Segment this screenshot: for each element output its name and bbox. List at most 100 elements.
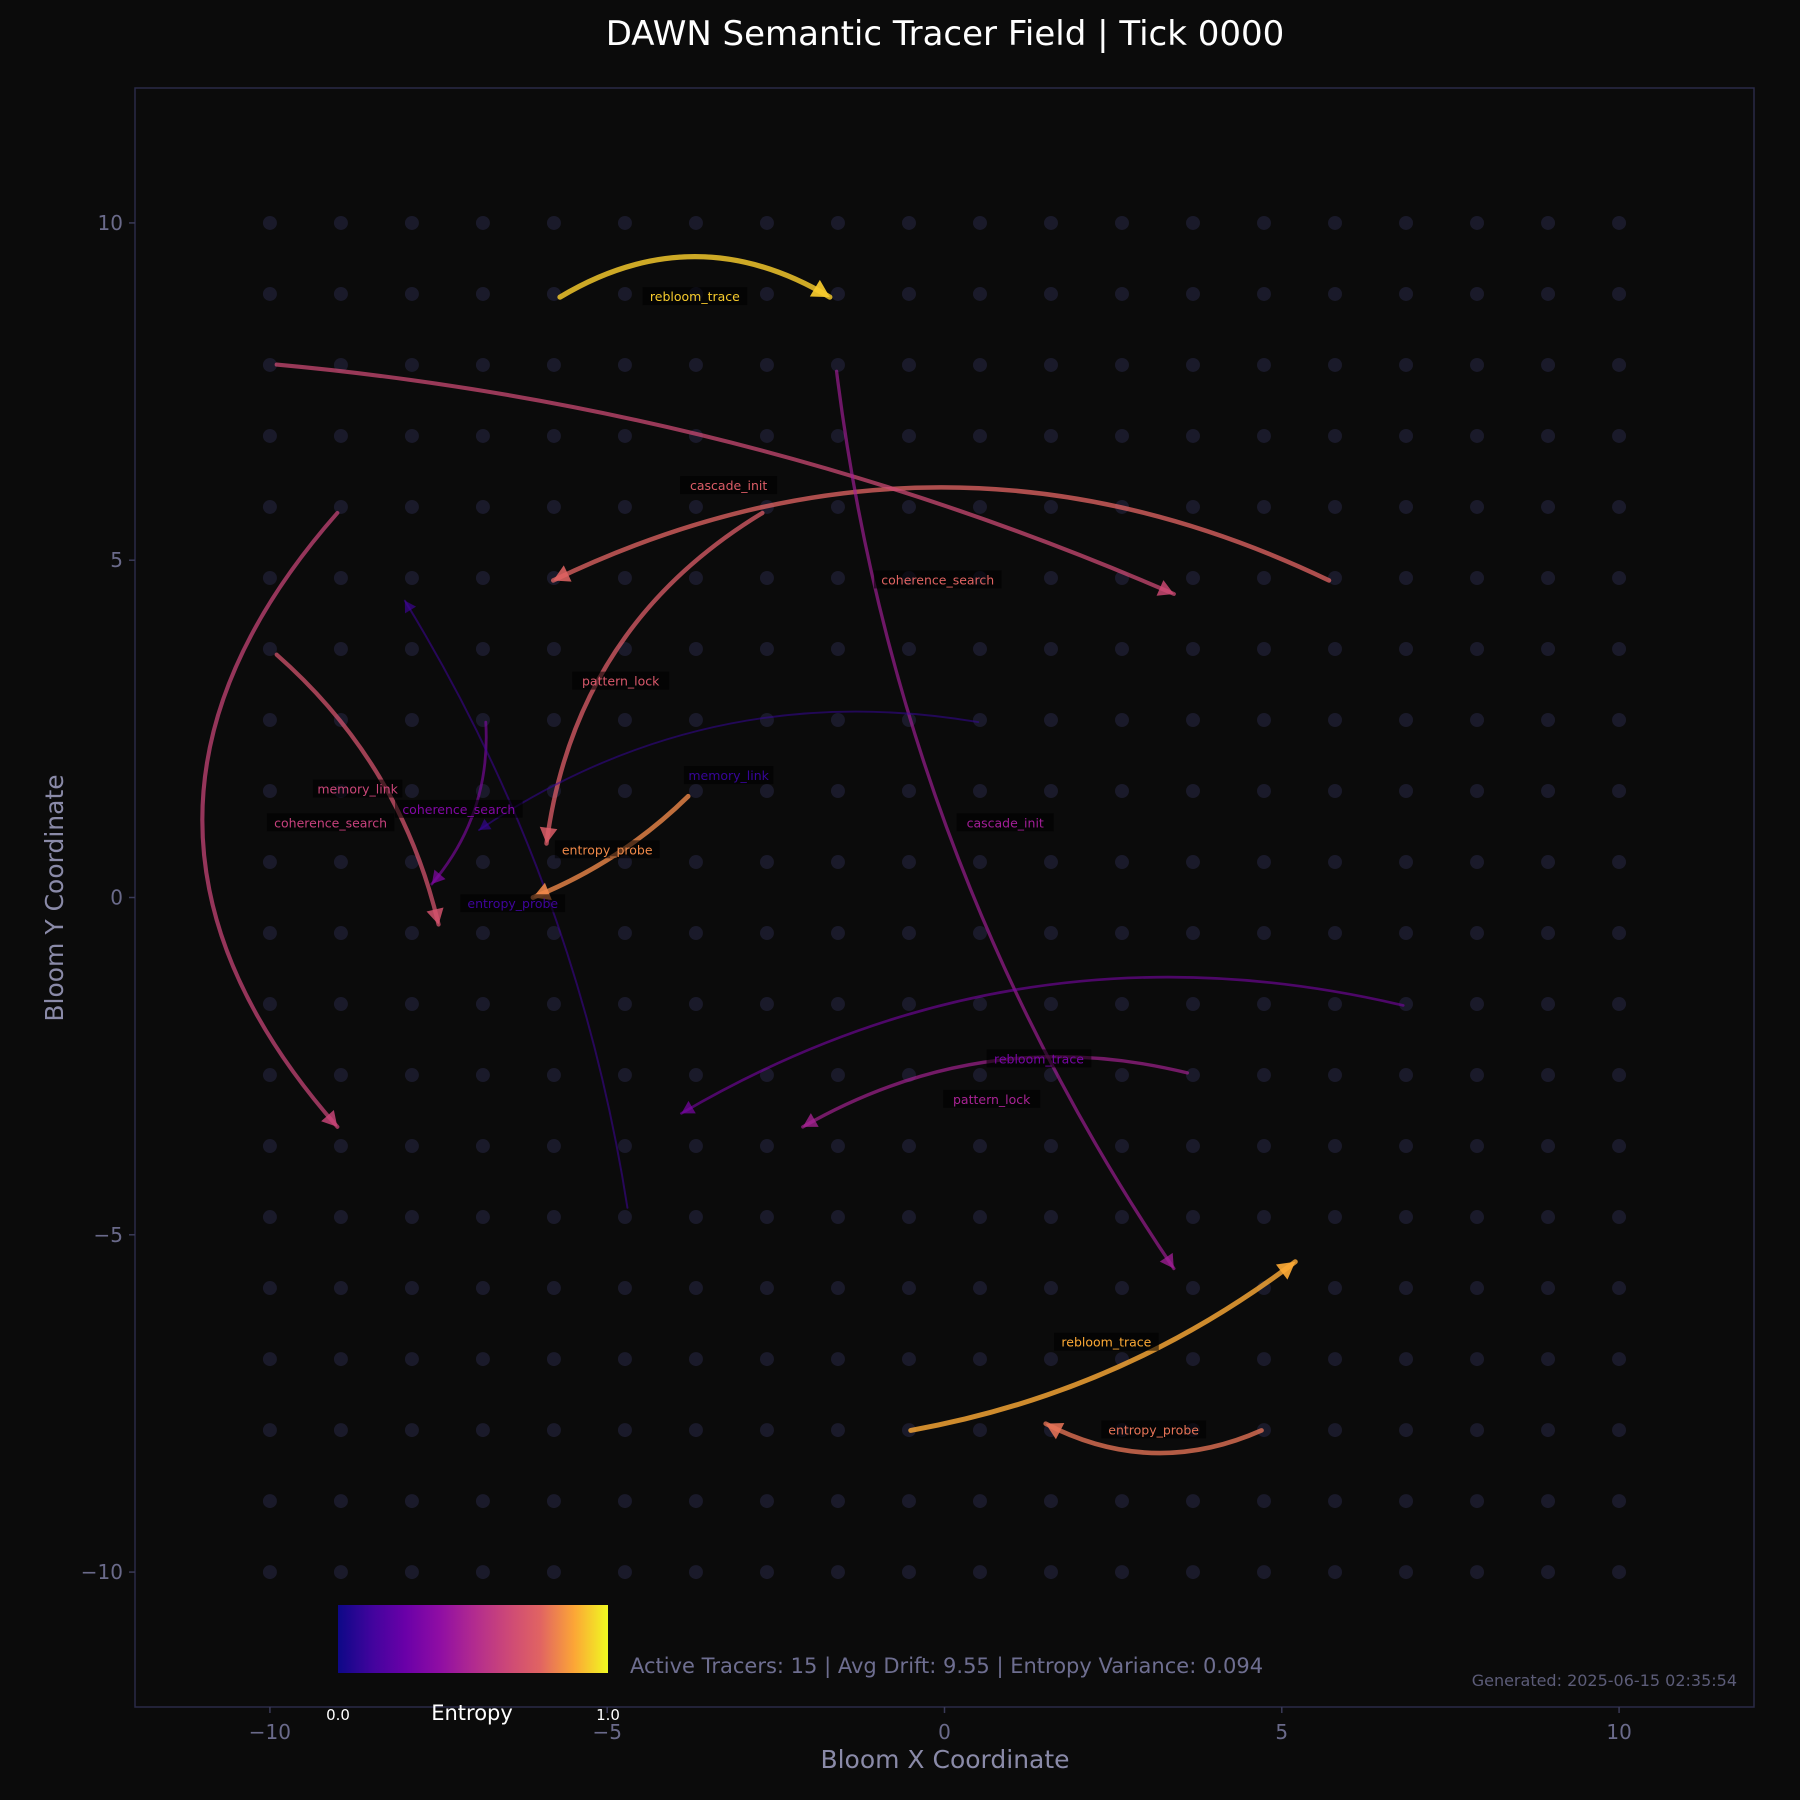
chart-title: DAWN Semantic Tracer Field | Tick 0000 (606, 14, 1285, 54)
tracer-arrowhead (802, 1113, 819, 1127)
grid-dot (333, 641, 348, 656)
grid-dot (1114, 997, 1129, 1012)
grid-dot (1257, 1068, 1272, 1083)
grid-dot (475, 1565, 490, 1580)
grid-dot (1186, 215, 1201, 230)
grid-dot (262, 997, 277, 1012)
tracer-annotation-label: pattern_lock (582, 674, 660, 689)
grid-dot (546, 1281, 561, 1296)
grid-dot (546, 641, 561, 656)
grid-dot (546, 1423, 561, 1438)
grid-dot (1612, 357, 1627, 372)
tracer-path (680, 975, 1405, 1115)
grid-dot (262, 286, 277, 301)
grid-dot (972, 855, 987, 870)
tracer-arrowhead (1156, 580, 1174, 596)
grid-dot (1470, 570, 1485, 585)
grid-dot (688, 641, 703, 656)
grid-dot (1612, 215, 1627, 230)
grid-dot (1043, 428, 1058, 443)
grid-dot (830, 713, 845, 728)
grid-dot (1114, 428, 1129, 443)
grid-dot (333, 286, 348, 301)
grid-dot (901, 997, 916, 1012)
grid-dot (1399, 784, 1414, 799)
grid-dot (972, 1068, 987, 1083)
grid-dot (830, 1352, 845, 1367)
grid-dot (1612, 499, 1627, 514)
y-tick-label: 0 (110, 886, 123, 910)
grid-dot (1257, 570, 1272, 585)
grid-dot (830, 1068, 845, 1083)
tracer-path (274, 362, 1176, 596)
grid-dot (688, 357, 703, 372)
grid-dot (1257, 215, 1272, 230)
grid-dot (759, 855, 774, 870)
grid-dot (262, 1210, 277, 1225)
grid-dot (546, 428, 561, 443)
tracer-annotations: rebloom_trace cascade_init coherence_searc… (266, 287, 1207, 1439)
grid-dot (830, 215, 845, 230)
grid-dot (262, 428, 277, 443)
grid-dot (688, 1210, 703, 1225)
grid-dot (1186, 855, 1201, 870)
grid-dot (1328, 1352, 1343, 1367)
grid-dot (404, 1494, 419, 1509)
tracer-path (1043, 1421, 1264, 1456)
grid-dot (617, 215, 632, 230)
grid-dot (1399, 1494, 1414, 1509)
grid-dot (1399, 570, 1414, 585)
grid-dot (617, 1352, 632, 1367)
grid-dot (1541, 286, 1556, 301)
grid-dot (333, 1423, 348, 1438)
grid-dot (262, 570, 277, 585)
grid-dot (688, 499, 703, 514)
grid-dot (1612, 1281, 1627, 1296)
grid-dot (1399, 499, 1414, 514)
grid-dot (688, 1423, 703, 1438)
grid-dot (404, 499, 419, 514)
grid-dot (262, 215, 277, 230)
tracer-path (557, 254, 833, 300)
grid-dot (1399, 1281, 1414, 1296)
grid-dot (1114, 926, 1129, 941)
grid-dot (1186, 641, 1201, 656)
x-tick-label: 10 (1606, 1720, 1631, 1744)
grid-dot (1541, 926, 1556, 941)
annotation-box (266, 813, 395, 832)
grid-dot (759, 1281, 774, 1296)
grid-dot (1257, 855, 1272, 870)
grid-dot (1541, 1423, 1556, 1438)
grid-dot (972, 357, 987, 372)
grid-dot (333, 1494, 348, 1509)
grid-dot (1399, 1423, 1414, 1438)
grid-dot (1541, 1139, 1556, 1154)
grid-dot (830, 428, 845, 443)
grid-dot (1328, 357, 1343, 372)
grid-dot (1114, 215, 1129, 230)
annotation-box (642, 287, 748, 306)
grid-dot (688, 926, 703, 941)
grid-dot (546, 713, 561, 728)
grid-dot (759, 1494, 774, 1509)
grid-dot (830, 641, 845, 656)
grid-dot (475, 1068, 490, 1083)
grid-dot (333, 428, 348, 443)
grid-dot (1114, 1565, 1129, 1580)
grid-dot (1612, 1352, 1627, 1367)
grid-dot (901, 1281, 916, 1296)
tracer-arrowhead (1045, 1423, 1065, 1440)
grid-dot (1043, 855, 1058, 870)
grid-dot (972, 926, 987, 941)
grid-dot (1186, 1210, 1201, 1225)
grid-dot (1541, 784, 1556, 799)
grid-dot (759, 641, 774, 656)
grid-dot (830, 1494, 845, 1509)
tracer-annotation-label: cascade_init (967, 815, 1044, 830)
grid-dot (1328, 1281, 1343, 1296)
grid-dot (404, 641, 419, 656)
grid-dot (1257, 1565, 1272, 1580)
grid-dot (546, 926, 561, 941)
grid-dot (404, 286, 419, 301)
tracers (200, 254, 1405, 1456)
